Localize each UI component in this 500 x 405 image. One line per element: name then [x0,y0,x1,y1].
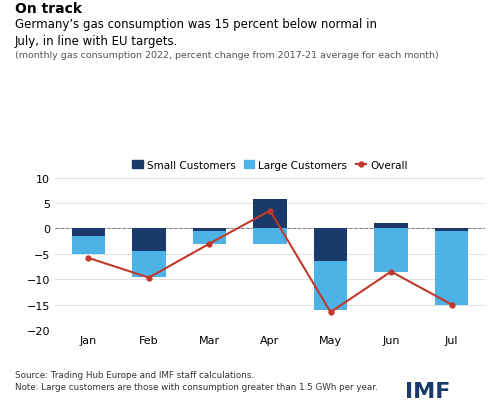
Bar [314,262,347,310]
Bar [72,229,105,237]
Text: Germany’s gas consumption was 15 percent below normal in
July, in line with EU t: Germany’s gas consumption was 15 percent… [15,18,377,48]
Bar [435,231,468,305]
Text: Source: Trading Hub Europe and IMF staff calculations.
Note: Large customers are: Source: Trading Hub Europe and IMF staff… [15,371,378,391]
Bar [72,237,105,254]
Bar [374,224,408,229]
Bar [435,229,468,231]
Bar [254,229,286,244]
Bar [132,252,166,277]
Text: On track: On track [15,2,82,16]
Text: (monthly gas consumption 2022, percent change from 2017-21 average for each mont: (monthly gas consumption 2022, percent c… [15,51,439,60]
Bar [193,231,226,244]
Bar [254,200,286,229]
Bar [374,229,408,272]
Legend: Small Customers, Large Customers, Overall: Small Customers, Large Customers, Overal… [128,156,412,174]
Bar [193,229,226,231]
Bar [132,229,166,252]
Text: IMF: IMF [405,381,450,401]
Bar [314,229,347,262]
